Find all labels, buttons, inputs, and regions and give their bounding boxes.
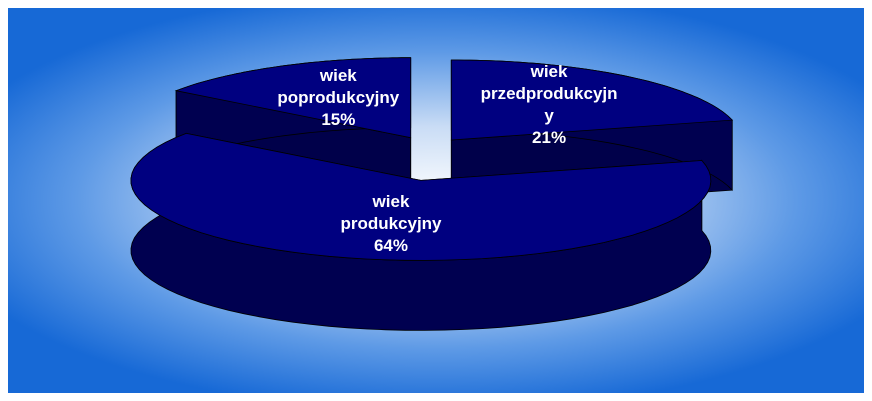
pie-plot (130, 57, 734, 331)
slice (174, 57, 412, 139)
value-label: 64% (373, 235, 408, 255)
category-label: wiek produkcyjny (340, 191, 442, 233)
value-label: 21% (532, 128, 567, 148)
slice (130, 132, 712, 261)
category-label: wiek przedprodukcyjny (480, 62, 618, 126)
slice (450, 59, 734, 141)
chart: wiek przedprodukcyjny 21% wiek produkcyjny… (8, 8, 864, 393)
category-label: wiek poprodukcyjny (277, 66, 400, 108)
value-label: 15% (321, 110, 356, 130)
slice-label: wiek przedprodukcyjny 21% (479, 61, 619, 149)
slice-label: wiek produkcyjny 64% (321, 191, 461, 257)
slice-label: wiek poprodukcyjny 15% (268, 65, 408, 131)
